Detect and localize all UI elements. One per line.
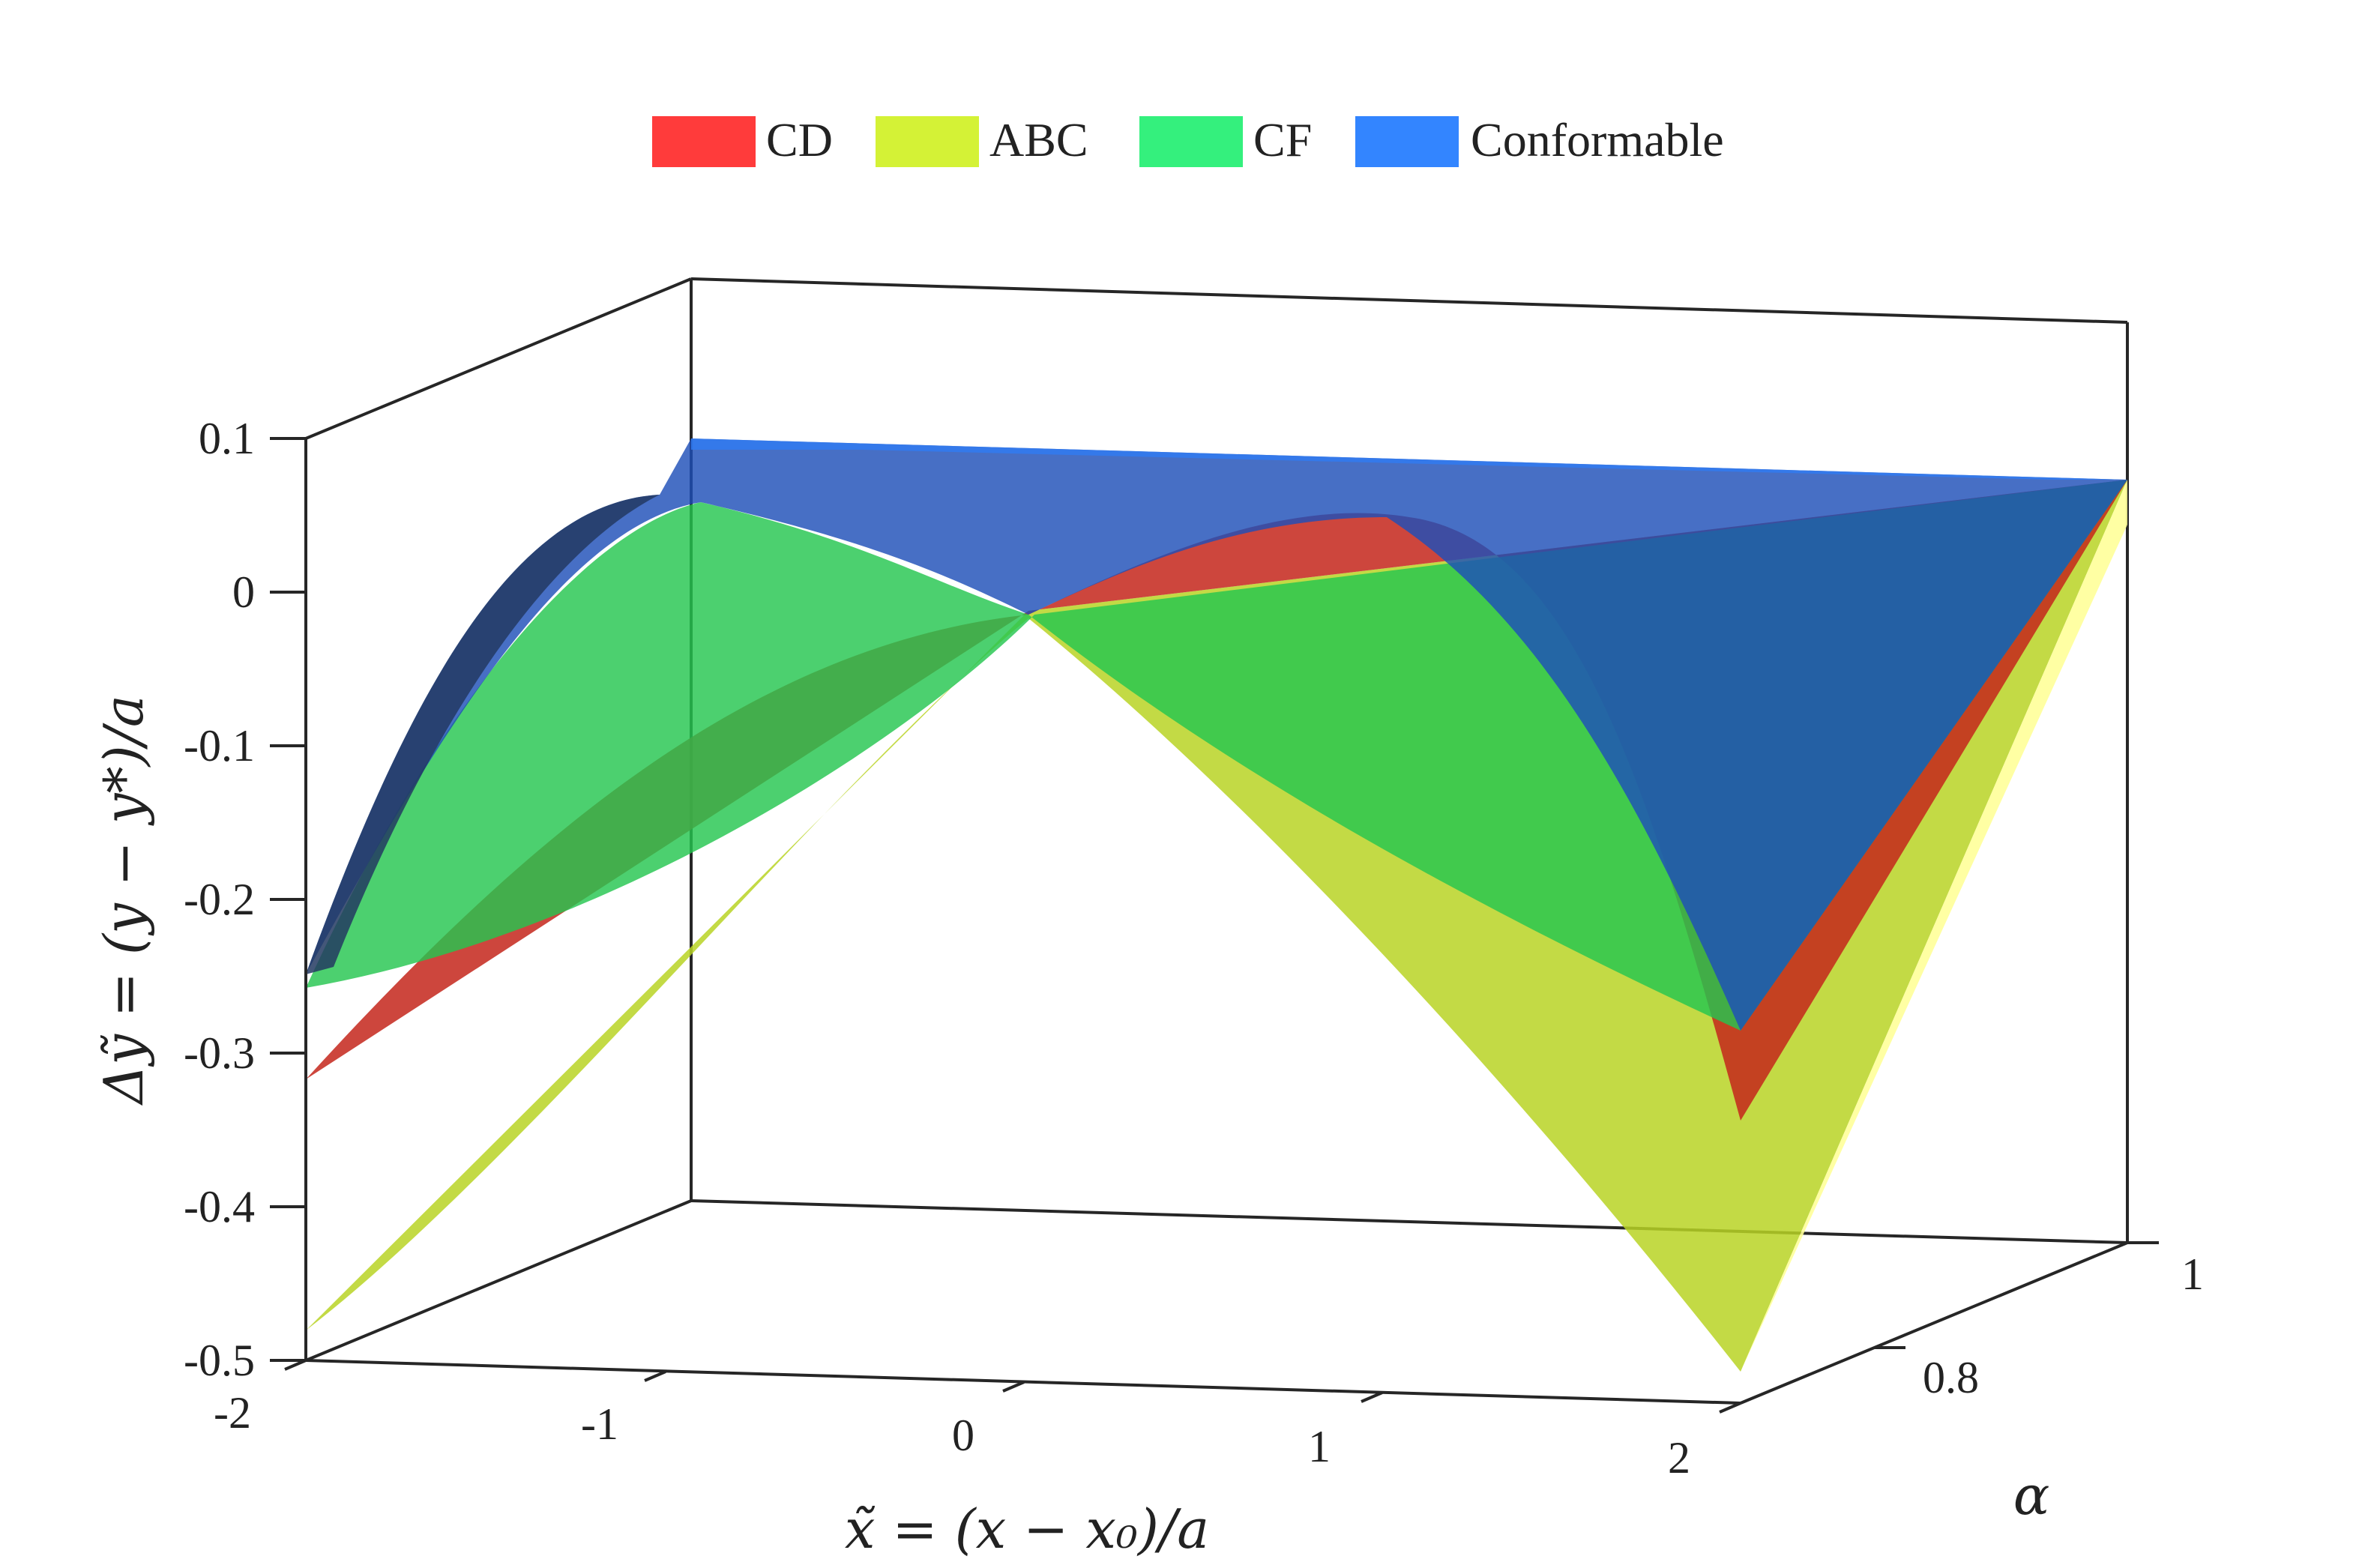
surface-shadow-left (306, 495, 660, 974)
surface-conformable (306, 438, 2127, 1031)
x-axis: -2 -1 0 1 2 x̃ = (x − x₀)/a (214, 1359, 1741, 1561)
alpha-tick-label: 1 (2181, 1249, 2204, 1299)
z-tick-label: -0.5 (184, 1336, 255, 1385)
z-axis: 0.1 0 -0.1 -0.2 -0.3 -0.4 -0.5 Δỹ = (y −… (92, 414, 306, 1385)
x-tick-label: 2 (1668, 1433, 1690, 1483)
legend: CD ABC CF Conformable (652, 113, 1724, 167)
z-tick-label: -0.4 (184, 1182, 255, 1231)
z-tick-label: -0.1 (184, 721, 255, 771)
surface-abc-side (1741, 480, 2127, 1372)
legend-label-abc: ABC (989, 113, 1088, 166)
legend-label-conformable: Conformable (1471, 113, 1724, 166)
legend-swatch-abc (876, 116, 979, 167)
z-tick-label: 0.1 (199, 414, 255, 463)
x-axis-label: x̃ = (x − x₀)/a (845, 1498, 1209, 1561)
legend-label-cf: CF (1253, 113, 1312, 166)
alpha-axis: 0.8 1 α (1874, 1241, 2204, 1527)
x-tick-label: -1 (581, 1399, 618, 1449)
legend-swatch-cf (1139, 116, 1243, 167)
x-tick-label: 1 (1308, 1422, 1331, 1471)
legend-label-cd: CD (766, 113, 833, 166)
z-tick-label: -0.2 (184, 875, 255, 924)
z-tick-label: -0.3 (184, 1028, 255, 1078)
surface-conformable-top (691, 438, 2127, 480)
z-axis-label: Δỹ = (y − y*)/a (92, 695, 155, 1106)
z-tick-label: 0 (232, 567, 255, 617)
surfaces (306, 438, 2127, 1372)
x-tick-label: 0 (952, 1411, 974, 1460)
alpha-tick-label: 0.8 (1923, 1353, 1979, 1402)
alpha-axis-label: α (2013, 1464, 2050, 1527)
x-tick-label: -2 (214, 1388, 251, 1438)
legend-swatch-conformable (1355, 116, 1459, 167)
legend-swatch-cd (652, 116, 756, 167)
